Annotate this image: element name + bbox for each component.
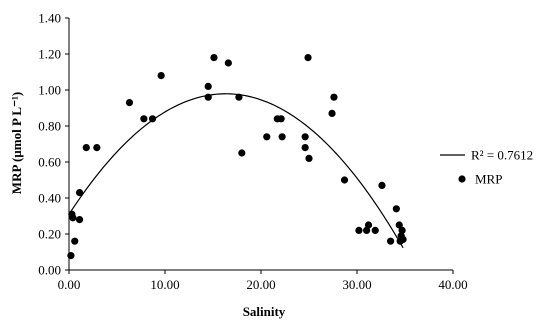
data-point bbox=[364, 221, 373, 229]
legend: R² = 0.7612 MRP bbox=[440, 148, 533, 187]
data-point bbox=[125, 99, 134, 107]
data-point bbox=[392, 205, 400, 213]
axes bbox=[68, 18, 453, 271]
y-tick-label: 0.60 bbox=[38, 155, 61, 170]
y-tick-label: 1.00 bbox=[38, 83, 61, 98]
data-point bbox=[210, 54, 218, 62]
y-tick-label: 1.40 bbox=[38, 11, 61, 26]
data-point bbox=[340, 176, 349, 184]
data-point bbox=[204, 93, 212, 101]
x-tick-label: 0.00 bbox=[58, 277, 81, 292]
legend-marker-swatch bbox=[458, 175, 466, 183]
data-point bbox=[140, 115, 148, 123]
data-point bbox=[378, 181, 386, 189]
data-point bbox=[277, 115, 285, 123]
y-tick-label: 0.80 bbox=[38, 119, 61, 134]
x-tick-label: 10.00 bbox=[150, 277, 179, 292]
data-point bbox=[328, 109, 336, 117]
data-point bbox=[301, 144, 309, 152]
data-point bbox=[263, 133, 271, 141]
data-point bbox=[301, 133, 309, 141]
data-point bbox=[67, 252, 75, 260]
data-point bbox=[395, 221, 403, 229]
x-tick-label: 30.00 bbox=[342, 277, 371, 292]
data-point bbox=[69, 214, 77, 222]
y-tick-label: 1.20 bbox=[38, 47, 61, 62]
data-point bbox=[305, 154, 313, 162]
x-tick-label: 40.00 bbox=[438, 277, 467, 292]
y-tick-label: 0.20 bbox=[38, 227, 61, 242]
legend-trendline-label: R² = 0.7612 bbox=[471, 148, 533, 163]
data-point bbox=[224, 59, 232, 67]
y-tick-label: 0.00 bbox=[38, 263, 61, 278]
y-axis-title: MRP (µmol P L⁻¹) bbox=[9, 92, 24, 194]
data-point bbox=[204, 82, 212, 90]
data-point bbox=[363, 226, 371, 234]
data-point bbox=[355, 226, 363, 234]
legend-marker-label: MRP bbox=[475, 172, 502, 187]
data-point bbox=[399, 235, 407, 243]
trendline bbox=[68, 93, 404, 249]
data-point bbox=[75, 189, 84, 197]
data-point bbox=[93, 144, 101, 152]
data-point bbox=[157, 72, 165, 80]
data-point bbox=[387, 237, 395, 245]
data-point bbox=[238, 149, 246, 157]
x-tick-label: 20.00 bbox=[246, 277, 275, 292]
data-point bbox=[371, 226, 379, 234]
data-point bbox=[330, 93, 338, 101]
data-point bbox=[278, 133, 286, 141]
data-points bbox=[67, 54, 407, 260]
data-point bbox=[75, 216, 84, 224]
data-point bbox=[398, 226, 406, 234]
data-point bbox=[82, 144, 90, 152]
y-tick-label: 0.40 bbox=[38, 191, 61, 206]
y-ticks: 0.00 0.20 0.40 0.60 0.80 1.00 1.20 1.40 bbox=[38, 11, 69, 278]
data-point bbox=[304, 54, 312, 62]
x-ticks: 0.00 10.00 20.00 30.00 40.00 bbox=[58, 270, 468, 292]
data-point bbox=[71, 237, 79, 245]
data-point bbox=[235, 93, 243, 101]
x-axis-title: Salinity bbox=[243, 304, 286, 319]
data-point bbox=[148, 115, 157, 123]
